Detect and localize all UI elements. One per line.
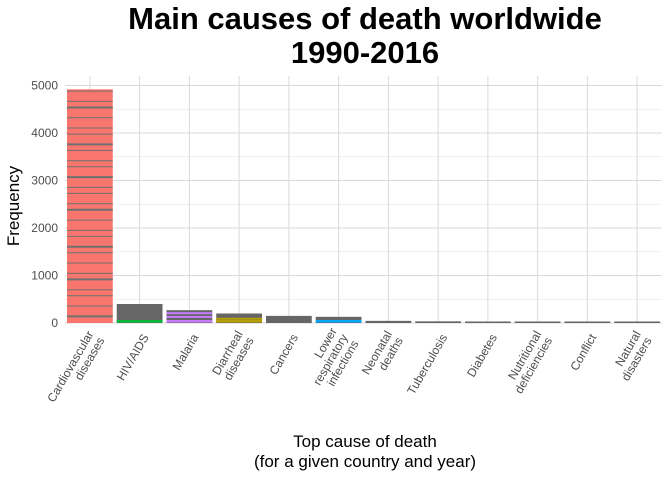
y-tick-label: 0 xyxy=(51,316,58,330)
x-tick-line: Tuberculosis xyxy=(404,332,450,398)
y-tick-label: 3000 xyxy=(31,174,58,188)
x-tick-label: Naturaldisasters xyxy=(608,328,655,383)
bar xyxy=(66,89,113,323)
x-tick-text: HIV/AIDS xyxy=(114,332,152,383)
x-tick-line: Conflict xyxy=(567,331,599,373)
bar xyxy=(464,321,511,323)
bar-accent-segment xyxy=(216,320,263,323)
bar-accent-segment xyxy=(315,320,362,323)
bar-accent-segment xyxy=(166,320,213,323)
x-tick-label: Lowerrespiratoryinfections xyxy=(299,325,361,394)
x-tick-line: Cancers xyxy=(266,332,300,378)
x-tick-text: Naturaldisasters xyxy=(608,328,655,383)
x-tick-text: Nutritionaldeficiencies xyxy=(501,328,555,396)
bar xyxy=(365,320,412,323)
bar xyxy=(514,321,561,323)
x-tick-text: Tuberculosis xyxy=(404,332,450,398)
x-tick-text: Conflict xyxy=(567,331,599,373)
bar xyxy=(564,321,611,323)
bar xyxy=(614,321,661,323)
x-tick-label: Nutritionaldeficiencies xyxy=(501,328,555,396)
x-tick-label: Neonataldeaths xyxy=(359,328,406,383)
x-tick-label: Cancers xyxy=(266,332,300,378)
x-tick-text: Cancers xyxy=(266,332,300,378)
x-tick-text: Diabetes xyxy=(464,332,500,380)
bar xyxy=(116,304,163,323)
x-tick-line: Diabetes xyxy=(464,332,500,380)
bar-accent-segment xyxy=(116,320,163,323)
x-tick-label: HIV/AIDS xyxy=(114,332,152,383)
x-tick-label: Tuberculosis xyxy=(404,332,450,398)
x-tick-text: Diarrhealdiseases xyxy=(209,328,256,383)
x-tick-label: Cardiovasculardiseases xyxy=(44,328,107,411)
bar-accent-segment xyxy=(166,312,213,315)
x-tick-text: Malaria xyxy=(170,331,202,372)
x-tick-text: Lowerrespiratoryinfections xyxy=(299,325,361,394)
bar xyxy=(415,321,462,323)
x-tick-label: Diabetes xyxy=(464,332,500,380)
x-tick-line: Malaria xyxy=(170,331,202,372)
x-tick-label: Malaria xyxy=(170,331,202,372)
x-tick-label: Conflict xyxy=(567,331,599,373)
chart-title: Main causes of death worldwide 1990-2016 xyxy=(128,1,602,70)
y-tick-label: 5000 xyxy=(31,79,58,93)
x-tick-line: HIV/AIDS xyxy=(114,332,152,383)
bar-accent-segment xyxy=(166,315,213,318)
x-tick-text: Neonataldeaths xyxy=(359,328,406,383)
y-tick-label: 2000 xyxy=(31,221,58,235)
x-tick-text: Cardiovasculardiseases xyxy=(44,328,107,411)
bar xyxy=(265,315,312,323)
x-axis-label: Top cause of death (for a given country … xyxy=(253,432,477,471)
bar xyxy=(315,316,362,323)
y-tick-label: 1000 xyxy=(31,269,58,283)
bar-accent-segment xyxy=(216,317,263,320)
x-tick-label: Diarrhealdiseases xyxy=(209,328,256,383)
y-tick-label: 4000 xyxy=(31,126,58,140)
